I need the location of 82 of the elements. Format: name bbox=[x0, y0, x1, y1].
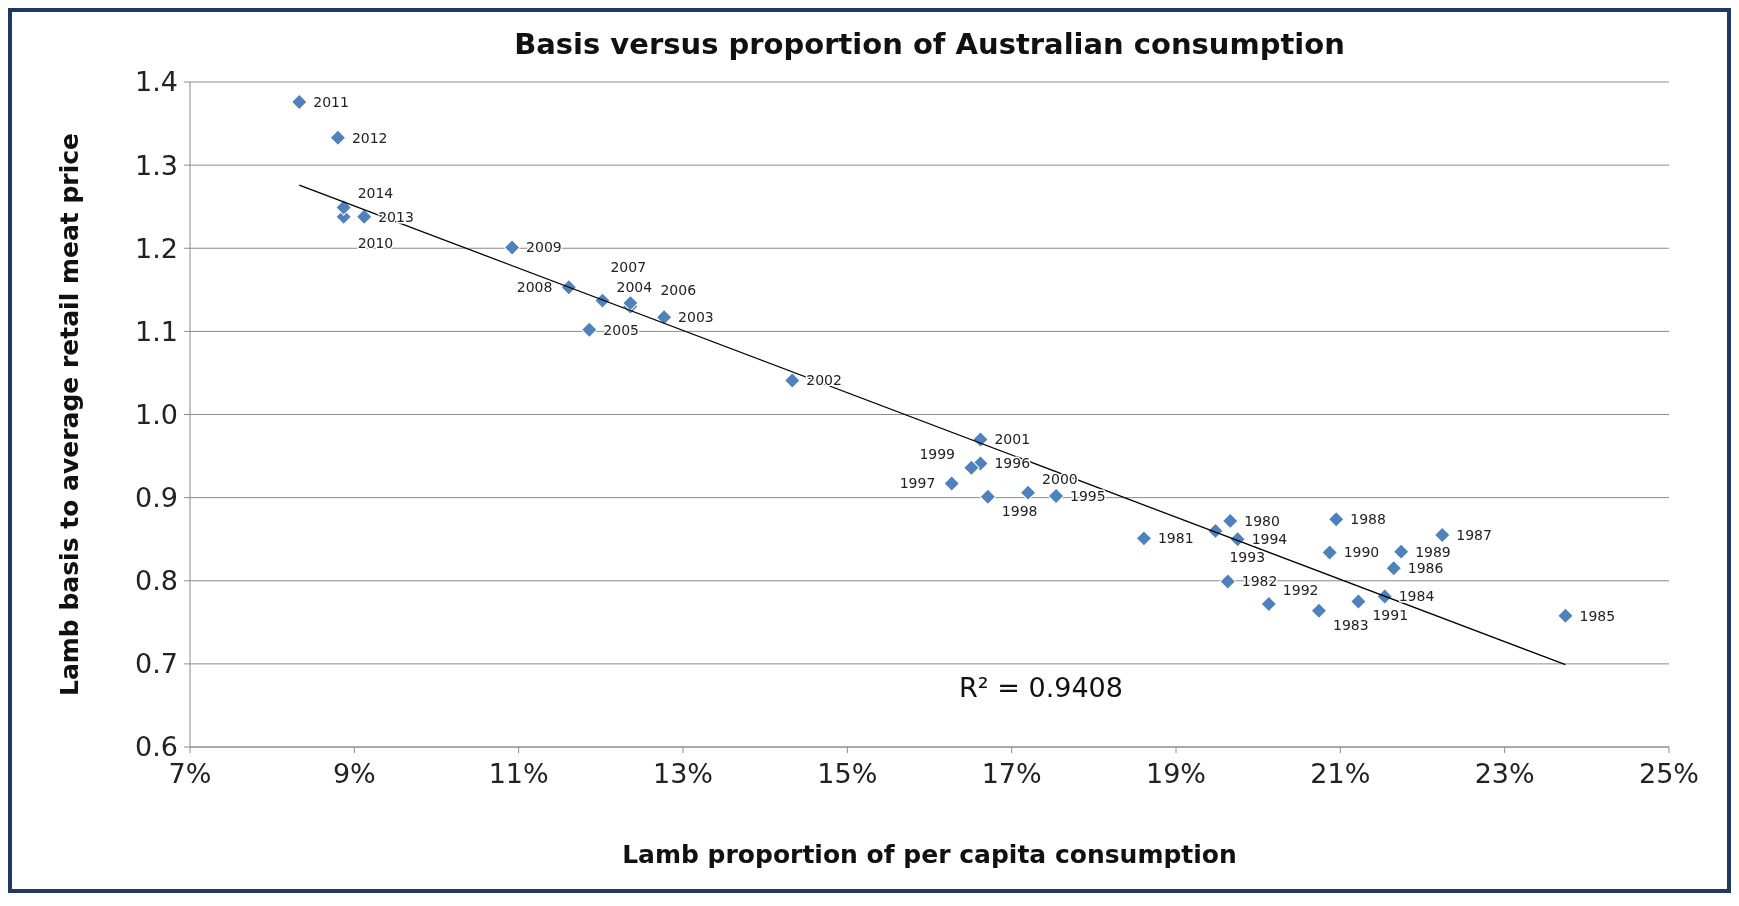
point bbox=[503, 239, 521, 256]
annotation: 1982 bbox=[1241, 573, 1278, 590]
point bbox=[1310, 602, 1328, 619]
x-tick-label: 19% bbox=[1145, 758, 1207, 789]
annotation: 1985 bbox=[1579, 607, 1616, 624]
x-tick-label: 9% bbox=[332, 758, 376, 789]
x-tick-label: 15% bbox=[817, 758, 878, 789]
annotation: 1992 bbox=[1282, 581, 1319, 598]
point bbox=[1350, 593, 1367, 610]
point bbox=[1222, 512, 1239, 530]
y-tick-label: 1.4 bbox=[135, 66, 178, 98]
point bbox=[784, 372, 801, 389]
annotation: 1989 bbox=[1415, 543, 1451, 560]
point bbox=[1135, 530, 1153, 547]
annotation: 1987 bbox=[1456, 526, 1492, 543]
annotation: 1986 bbox=[1407, 560, 1444, 577]
point bbox=[1557, 607, 1574, 624]
point bbox=[1385, 560, 1402, 577]
annotation: 2009 bbox=[526, 239, 562, 256]
point bbox=[356, 208, 373, 225]
chart-title: Basis versus proportion of Australian consumption bbox=[514, 27, 1345, 61]
annotation: 1991 bbox=[1372, 607, 1409, 624]
point bbox=[943, 475, 960, 492]
annotation: 1998 bbox=[1001, 502, 1038, 519]
annotation: 2005 bbox=[603, 321, 639, 338]
point bbox=[335, 199, 352, 216]
point bbox=[1219, 573, 1236, 590]
y-tick-label: 1.1 bbox=[135, 315, 178, 347]
annotation: 2013 bbox=[378, 208, 414, 225]
annotation: 1997 bbox=[899, 475, 936, 492]
annotation: 1984 bbox=[1398, 588, 1435, 605]
annotation: 2012 bbox=[351, 129, 388, 146]
point bbox=[963, 459, 980, 476]
annotation: 2004 bbox=[616, 278, 653, 295]
annotation: 2003 bbox=[678, 309, 714, 326]
annotation: 1996 bbox=[994, 455, 1031, 472]
annotation: 2006 bbox=[660, 282, 697, 299]
point bbox=[291, 93, 308, 111]
point bbox=[1328, 511, 1345, 528]
annotation: 1981 bbox=[1157, 530, 1194, 547]
point bbox=[972, 431, 989, 448]
x-tick-label: 25% bbox=[1638, 758, 1700, 789]
point bbox=[1019, 484, 1037, 501]
point bbox=[979, 488, 997, 505]
y-tick-label: 1.0 bbox=[135, 398, 178, 430]
x-tick-label: 13% bbox=[652, 758, 714, 789]
x-tick-label: 11% bbox=[488, 758, 549, 789]
point bbox=[655, 309, 673, 326]
annotation: 1988 bbox=[1350, 511, 1386, 528]
point bbox=[1392, 543, 1410, 560]
y-tick-label: 1.2 bbox=[135, 232, 178, 264]
y-axis-title: Lamb basis to average retail meat price bbox=[55, 132, 84, 697]
y-tick-label: 0.8 bbox=[135, 565, 178, 597]
annotation: 2008 bbox=[516, 279, 553, 296]
annotation: 2007 bbox=[610, 259, 647, 276]
annotation: 1990 bbox=[1343, 544, 1380, 561]
y-tick-label: 1.3 bbox=[135, 149, 178, 181]
x-axis-title: Lamb proportion of per capita consumption bbox=[622, 840, 1237, 869]
annotation: 1999 bbox=[919, 445, 956, 462]
point bbox=[1047, 487, 1065, 505]
point bbox=[1321, 544, 1338, 561]
annotation: 2014 bbox=[357, 185, 394, 202]
point bbox=[1260, 595, 1278, 613]
y-tick-label: 0.7 bbox=[135, 648, 178, 680]
x-tick-label: 23% bbox=[1474, 758, 1535, 789]
x-tick-label: 17% bbox=[981, 758, 1042, 789]
annotation: 2010 bbox=[357, 234, 394, 251]
point bbox=[1434, 526, 1451, 544]
point bbox=[581, 321, 598, 338]
y-tick-label: 0.9 bbox=[135, 482, 178, 514]
annotation: 1993 bbox=[1229, 548, 1266, 565]
x-tick-label: 21% bbox=[1310, 758, 1371, 789]
annotation: 2001 bbox=[994, 431, 1031, 448]
annotation: 1995 bbox=[1070, 487, 1106, 504]
annotation: 1994 bbox=[1251, 531, 1288, 548]
annotation: 1983 bbox=[1332, 616, 1369, 633]
annotation: 2000 bbox=[1042, 470, 1078, 487]
annotation: 2011 bbox=[313, 93, 349, 110]
point bbox=[622, 294, 639, 312]
point bbox=[329, 129, 347, 146]
annotation: R² = 0.9408 bbox=[959, 672, 1123, 703]
annotation: 1980 bbox=[1244, 512, 1280, 529]
